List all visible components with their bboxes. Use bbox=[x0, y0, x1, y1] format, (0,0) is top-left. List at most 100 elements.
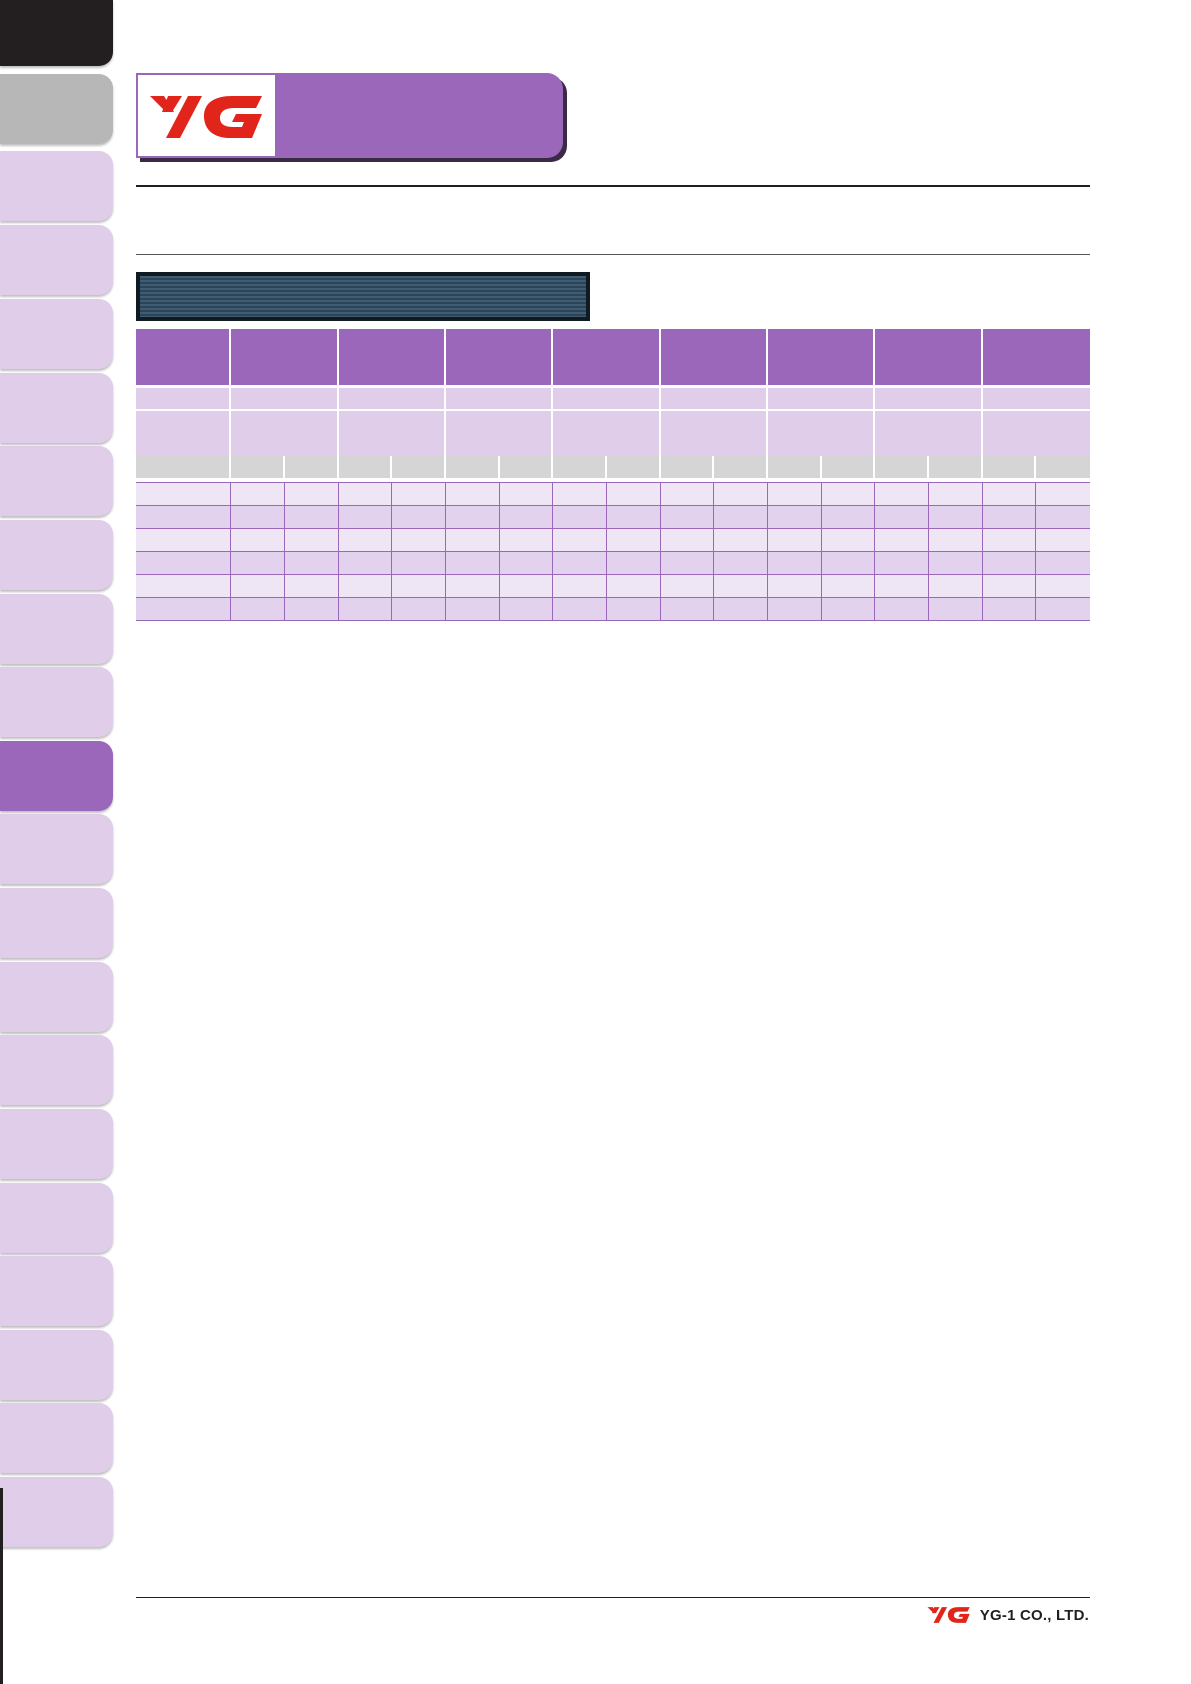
table-cell bbox=[285, 598, 339, 620]
table-cell bbox=[231, 552, 286, 574]
subheader-cell bbox=[553, 388, 661, 409]
table-cell bbox=[231, 529, 286, 551]
table-cell bbox=[821, 506, 876, 528]
table-cell bbox=[136, 506, 232, 528]
table-cell bbox=[231, 483, 286, 505]
table-cell bbox=[553, 598, 607, 620]
header-cell bbox=[553, 329, 661, 385]
unit-cell bbox=[928, 456, 983, 478]
table-cell bbox=[338, 529, 393, 551]
header-cell bbox=[982, 329, 1091, 385]
table-cell bbox=[499, 483, 554, 505]
table-cell bbox=[714, 506, 768, 528]
side-tab-8[interactable] bbox=[0, 520, 113, 590]
yg-logo-icon bbox=[150, 96, 262, 138]
table-cell bbox=[392, 483, 447, 505]
side-tab-6[interactable] bbox=[0, 373, 113, 443]
side-tab-1[interactable] bbox=[0, 0, 113, 66]
side-tab-15[interactable] bbox=[0, 1035, 113, 1105]
brand-logo bbox=[136, 73, 277, 158]
company-name: YG-1 CO., LTD. bbox=[979, 1606, 1089, 1624]
header-cell bbox=[338, 329, 447, 385]
table-body bbox=[136, 482, 1090, 621]
side-tab-10[interactable] bbox=[0, 667, 113, 737]
header-cell bbox=[446, 329, 554, 385]
section-title-bar bbox=[136, 272, 590, 321]
table-cell bbox=[1036, 529, 1090, 551]
subheader-cell bbox=[660, 411, 769, 456]
table-cell bbox=[767, 483, 822, 505]
side-tab-14[interactable] bbox=[0, 962, 113, 1032]
side-tab-7[interactable] bbox=[0, 446, 113, 516]
table-cell bbox=[821, 575, 876, 597]
side-tab-2[interactable] bbox=[0, 74, 113, 144]
unit-cell bbox=[446, 456, 500, 478]
table-cell bbox=[767, 529, 822, 551]
table-cell bbox=[1036, 552, 1090, 574]
table-cell bbox=[338, 575, 393, 597]
table-cell bbox=[606, 575, 661, 597]
side-tab-21[interactable] bbox=[0, 1477, 113, 1547]
table-subheader-row bbox=[136, 388, 1091, 409]
table-cell bbox=[499, 552, 554, 574]
table-cell bbox=[875, 598, 929, 620]
table-cell bbox=[606, 598, 661, 620]
unit-cell bbox=[338, 456, 393, 478]
unit-cell bbox=[392, 456, 447, 478]
table-cell bbox=[446, 575, 500, 597]
table-row bbox=[136, 575, 1090, 598]
subheader-cell bbox=[768, 388, 876, 409]
yg-footer-logo-icon bbox=[927, 1607, 970, 1623]
subheader-cell bbox=[136, 388, 232, 409]
table-cell bbox=[660, 552, 715, 574]
side-tab-19[interactable] bbox=[0, 1330, 113, 1400]
side-tab-9[interactable] bbox=[0, 594, 113, 664]
table-cell bbox=[875, 552, 929, 574]
table-cell bbox=[285, 483, 339, 505]
side-tab-4[interactable] bbox=[0, 225, 113, 295]
spec-table bbox=[136, 329, 1091, 621]
table-cell bbox=[928, 483, 983, 505]
subheader-cell bbox=[768, 411, 876, 456]
table-subheader-row bbox=[136, 411, 1091, 456]
table-cell bbox=[231, 506, 286, 528]
table-cell bbox=[875, 575, 929, 597]
table-cell bbox=[875, 529, 929, 551]
table-cell bbox=[392, 506, 447, 528]
side-tab-16[interactable] bbox=[0, 1109, 113, 1179]
side-tab-20[interactable] bbox=[0, 1403, 113, 1473]
table-cell bbox=[767, 552, 822, 574]
side-tab-5[interactable] bbox=[0, 299, 113, 369]
table-cell bbox=[660, 598, 715, 620]
side-tab-3[interactable] bbox=[0, 151, 113, 221]
unit-cell bbox=[285, 456, 339, 478]
table-cell bbox=[553, 529, 607, 551]
table-cell bbox=[875, 483, 929, 505]
table-cell bbox=[136, 575, 232, 597]
table-cell bbox=[338, 483, 393, 505]
unit-cell bbox=[499, 456, 554, 478]
side-tab-13[interactable] bbox=[0, 888, 113, 958]
table-cell bbox=[606, 483, 661, 505]
table-cell bbox=[928, 506, 983, 528]
section-rule bbox=[136, 254, 1090, 255]
side-tab-12[interactable] bbox=[0, 814, 113, 884]
side-tab-11-active[interactable] bbox=[0, 741, 113, 811]
table-cell bbox=[606, 506, 661, 528]
subheader-cell bbox=[982, 388, 1091, 409]
table-cell bbox=[446, 483, 500, 505]
unit-cell bbox=[553, 456, 607, 478]
table-cell bbox=[767, 506, 822, 528]
subheader-cell bbox=[231, 411, 339, 456]
side-tab-18[interactable] bbox=[0, 1256, 113, 1326]
subheader-cell bbox=[338, 388, 447, 409]
table-cell bbox=[285, 529, 339, 551]
table-cell bbox=[982, 552, 1037, 574]
side-tab-17[interactable] bbox=[0, 1183, 113, 1253]
table-row bbox=[136, 529, 1090, 552]
table-cell bbox=[231, 598, 286, 620]
table-cell bbox=[446, 529, 500, 551]
table-row bbox=[136, 506, 1090, 529]
header-cell bbox=[231, 329, 339, 385]
table-row bbox=[136, 598, 1090, 620]
